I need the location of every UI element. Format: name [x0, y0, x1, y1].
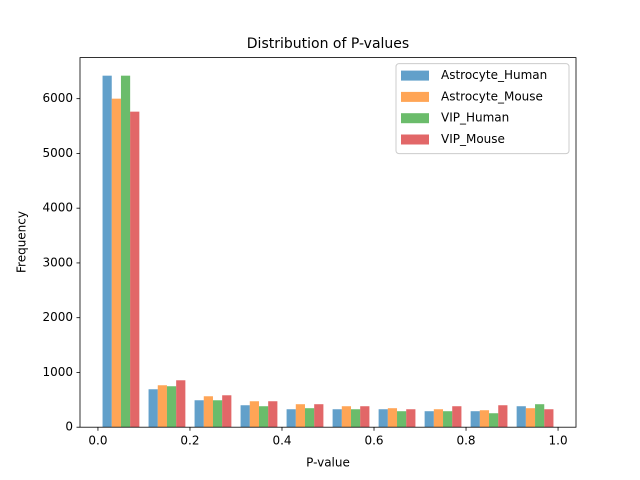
- y-tick-label: 3000: [42, 255, 73, 269]
- bar: [424, 411, 434, 428]
- bar: [102, 75, 112, 428]
- bar: [489, 413, 499, 428]
- bar: [258, 406, 269, 428]
- legend-label: VIP_Mouse: [441, 132, 505, 146]
- y-tick-label: 5000: [42, 146, 73, 160]
- bar: [295, 404, 305, 428]
- bar: [304, 408, 315, 428]
- x-tick-label: 1.0: [549, 434, 568, 448]
- x-tick-label: 0.4: [272, 434, 291, 448]
- bar: [516, 406, 526, 428]
- y-axis-label: Frequency: [15, 211, 29, 273]
- bar: [249, 401, 259, 428]
- bar: [222, 395, 232, 428]
- bar: [360, 406, 370, 428]
- bar: [286, 409, 296, 428]
- bar: [148, 389, 158, 428]
- bar: [544, 409, 554, 428]
- x-tick-label: 0.8: [456, 434, 475, 448]
- bar: [387, 408, 398, 428]
- bar: [268, 401, 278, 428]
- bar: [452, 406, 462, 428]
- bar: [194, 400, 204, 428]
- legend-box: [395, 63, 570, 155]
- bar: [433, 409, 444, 428]
- bar: [111, 98, 121, 428]
- x-tick-label: 0.2: [180, 434, 199, 448]
- chart-title: Distribution of P-values: [247, 36, 409, 52]
- bar: [443, 411, 453, 428]
- bar: [525, 408, 536, 428]
- legend-swatch: [401, 134, 429, 145]
- x-axis-label: P-value: [306, 456, 350, 470]
- y-tick-label: 1000: [42, 365, 73, 379]
- bar: [498, 405, 508, 428]
- y-tick-label: 2000: [42, 310, 73, 324]
- bar: [470, 411, 480, 428]
- bar: [479, 410, 490, 428]
- bar: [397, 411, 407, 428]
- bar: [157, 385, 167, 428]
- bar: [240, 405, 250, 428]
- bar: [166, 386, 177, 428]
- legend-label: VIP_Human: [441, 111, 509, 125]
- x-tick-label: 0.6: [364, 434, 383, 448]
- bar: [406, 409, 416, 428]
- bar: [130, 111, 140, 428]
- legend-swatch: [401, 70, 429, 81]
- legend-label: Astrocyte_Human: [441, 68, 547, 82]
- bar: [378, 409, 388, 428]
- bar: [314, 404, 324, 428]
- plot-frame: [79, 57, 577, 428]
- bar: [176, 380, 186, 428]
- bar: [351, 409, 361, 428]
- legend-label: Astrocyte_Mouse: [441, 89, 543, 103]
- y-tick-label: 4000: [42, 201, 73, 215]
- bar: [212, 400, 223, 428]
- bar: [203, 396, 213, 428]
- x-tick-label: 0.0: [88, 434, 107, 448]
- bar: [120, 75, 131, 428]
- y-tick-label: 0: [65, 420, 73, 434]
- bar: [535, 404, 545, 428]
- legend-swatch: [401, 113, 429, 124]
- bar: [332, 409, 342, 428]
- legend-swatch: [401, 91, 429, 102]
- bar: [341, 406, 352, 428]
- y-tick-label: 6000: [42, 91, 73, 105]
